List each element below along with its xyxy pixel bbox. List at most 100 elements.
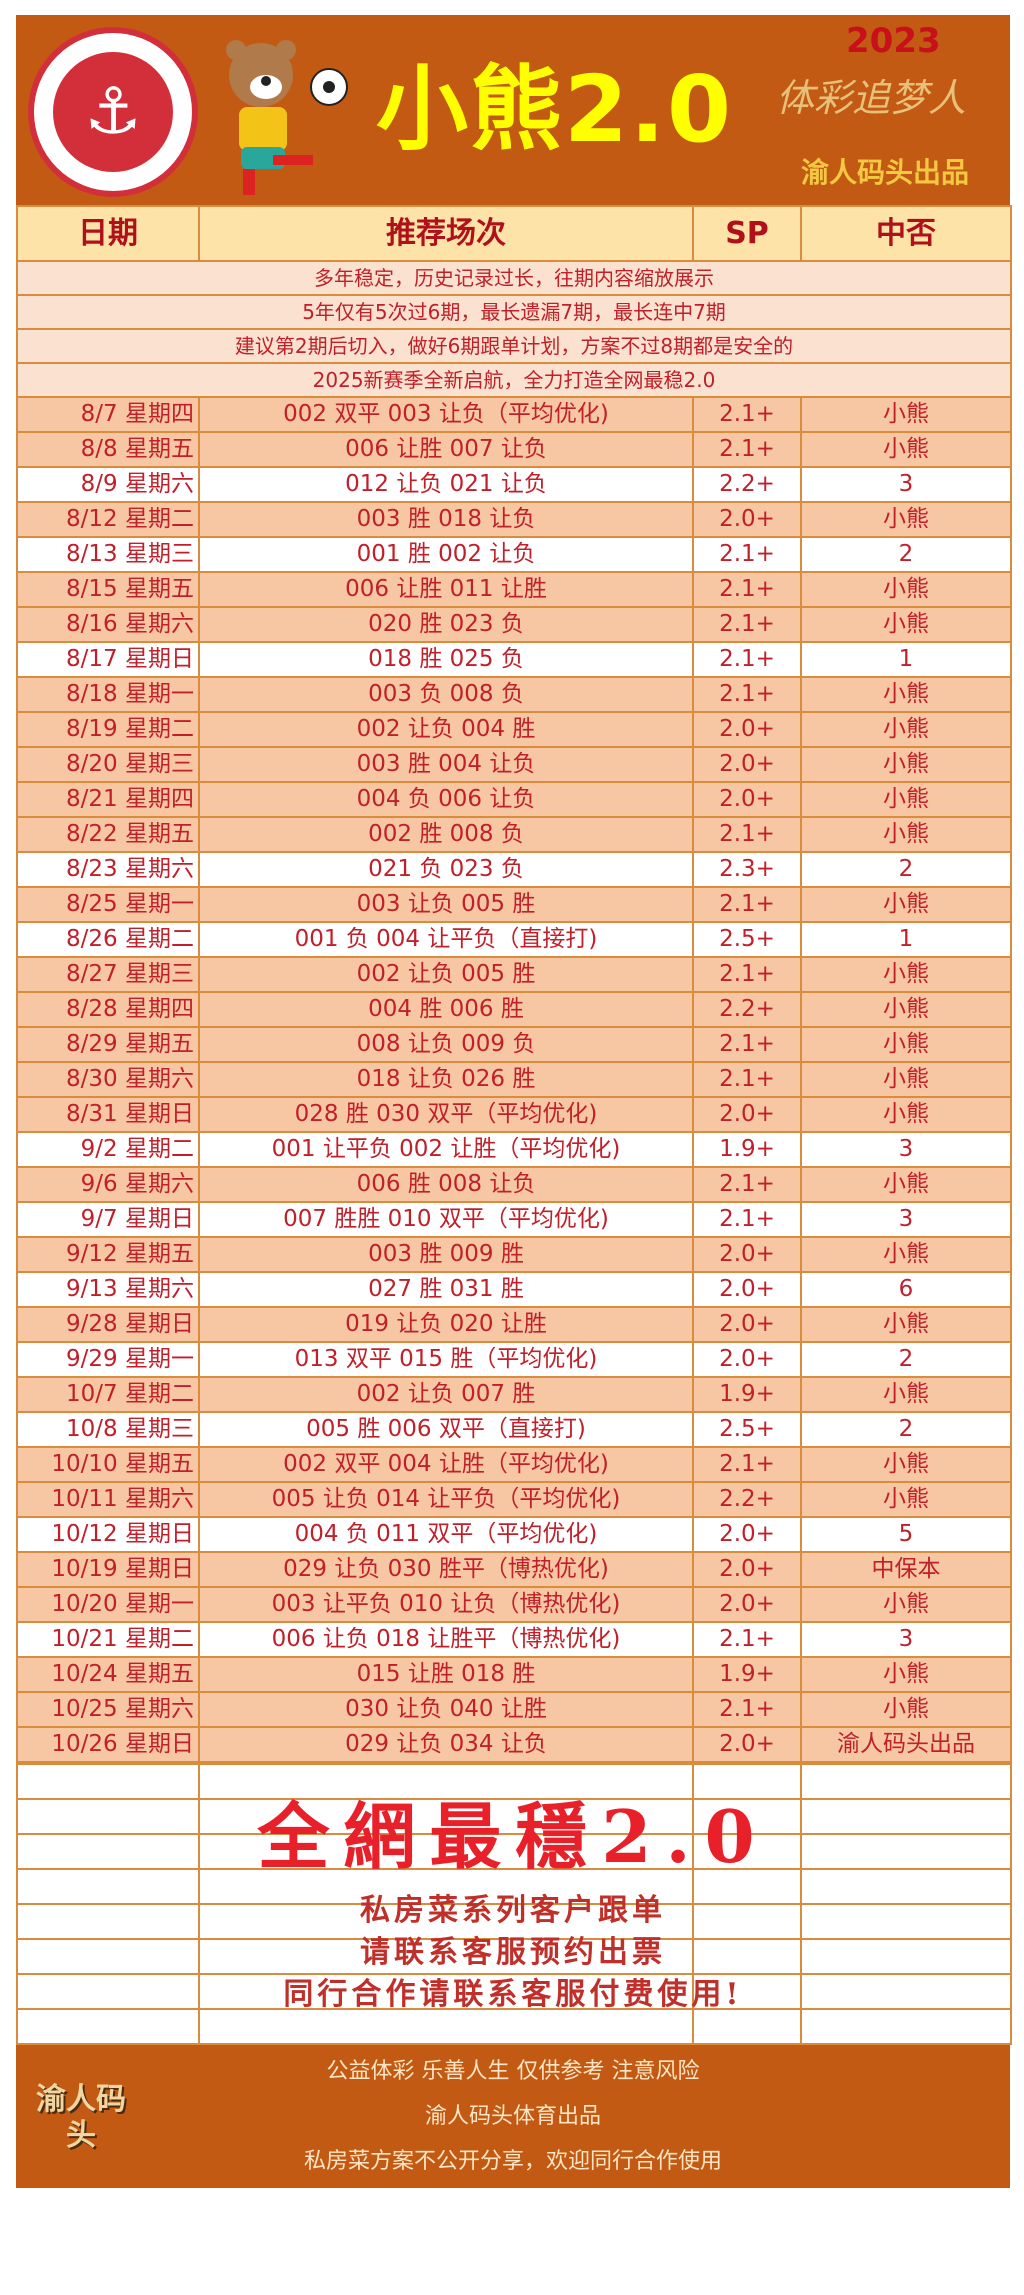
date-cell: 10/11 星期六 <box>16 1481 200 1518</box>
empty-row <box>16 1903 1012 1940</box>
sp-cell: 2.2+ <box>692 466 802 503</box>
page-title: 小熊2.0 <box>376 56 733 163</box>
empty-cell <box>198 1973 694 2010</box>
result-cell: 小熊 <box>800 991 1012 1028</box>
result-cell: 小熊 <box>800 431 1012 468</box>
table-row: 10/20 星期一 003 让平负 010 让负（博热优化) 2.0+ 小熊 <box>16 1586 1012 1623</box>
date-cell: 8/20 星期三 <box>16 746 200 783</box>
date-cell: 8/28 星期四 <box>16 991 200 1028</box>
empty-cell <box>800 1903 1012 1940</box>
sp-cell: 2.1+ <box>692 1691 802 1728</box>
empty-row <box>16 1763 1012 1800</box>
note-text: 多年稳定，历史记录过长，往期内容缩放展示 <box>16 260 1012 296</box>
match-cell: 002 双平 003 让负（平均优化) <box>198 396 694 433</box>
table-row: 8/20 星期三 003 胜 004 让负 2.0+ 小熊 <box>16 746 1012 783</box>
result-cell: 小熊 <box>800 711 1012 748</box>
match-cell: 029 让负 034 让负 <box>198 1726 694 1763</box>
table-row: 10/21 星期二 006 让负 018 让胜平（博热优化) 2.1+ 3 <box>16 1621 1012 1658</box>
match-cell: 002 胜 008 负 <box>198 816 694 853</box>
result-cell: 小熊 <box>800 1446 1012 1483</box>
match-cell: 005 让负 014 让平负（平均优化) <box>198 1481 694 1518</box>
result-cell: 小熊 <box>800 571 1012 608</box>
empty-cell <box>800 1833 1012 1870</box>
result-cell: 5 <box>800 1516 1012 1553</box>
table-row: 8/7 星期四 002 双平 003 让负（平均优化) 2.1+ 小熊 <box>16 396 1012 433</box>
empty-cell <box>692 1973 802 2010</box>
date-cell: 8/15 星期五 <box>16 571 200 608</box>
empty-cell <box>198 1938 694 1975</box>
note-row: 2025新赛季全新启航，全力打造全网最稳2.0 <box>16 362 1012 398</box>
header-band: ⚓ 小熊2.0 2023 体彩追梦人 渝人码头出品 <box>16 15 1010 205</box>
table-row: 8/23 星期六 021 负 023 负 2.3+ 2 <box>16 851 1012 888</box>
table-row: 8/25 星期一 003 让负 005 胜 2.1+ 小熊 <box>16 886 1012 923</box>
match-cell: 002 让负 007 胜 <box>198 1376 694 1413</box>
match-cell: 004 负 006 让负 <box>198 781 694 818</box>
sp-cell: 1.9+ <box>692 1131 802 1168</box>
empty-row <box>16 1798 1012 1835</box>
table-row: 8/19 星期二 002 让负 004 胜 2.0+ 小熊 <box>16 711 1012 748</box>
match-cell: 007 胜胜 010 双平（平均优化) <box>198 1201 694 1238</box>
date-cell: 9/29 星期一 <box>16 1341 200 1378</box>
sp-cell: 2.0+ <box>692 1586 802 1623</box>
match-cell: 008 让负 009 负 <box>198 1026 694 1063</box>
bear-mascot-icon <box>226 40 348 195</box>
result-cell: 3 <box>800 1201 1012 1238</box>
empty-cell <box>800 1973 1012 2010</box>
result-cell: 2 <box>800 536 1012 573</box>
match-cell: 020 胜 023 负 <box>198 606 694 643</box>
result-cell: 小熊 <box>800 1656 1012 1693</box>
match-cell: 001 负 004 让平负（直接打) <box>198 921 694 958</box>
table-row: 9/28 星期日 019 让负 020 让胜 2.0+ 小熊 <box>16 1306 1012 1343</box>
table-row: 10/7 星期二 002 让负 007 胜 1.9+ 小熊 <box>16 1376 1012 1413</box>
table-row: 9/12 星期五 003 胜 009 胜 2.0+ 小熊 <box>16 1236 1012 1273</box>
date-cell: 9/2 星期二 <box>16 1131 200 1168</box>
result-cell: 小熊 <box>800 746 1012 783</box>
sp-cell: 2.0+ <box>692 781 802 818</box>
date-cell: 8/29 星期五 <box>16 1026 200 1063</box>
sp-cell: 2.2+ <box>692 991 802 1028</box>
sp-cell: 2.1+ <box>692 1201 802 1238</box>
result-cell: 小熊 <box>800 1691 1012 1728</box>
table-row: 8/29 星期五 008 让负 009 负 2.1+ 小熊 <box>16 1026 1012 1063</box>
sp-cell: 2.0+ <box>692 1236 802 1273</box>
match-cell: 004 胜 006 胜 <box>198 991 694 1028</box>
result-cell: 2 <box>800 1411 1012 1448</box>
table-row: 8/27 星期三 002 让负 005 胜 2.1+ 小熊 <box>16 956 1012 993</box>
result-cell: 小熊 <box>800 1236 1012 1273</box>
table-row: 10/12 星期日 004 负 011 双平（平均优化) 2.0+ 5 <box>16 1516 1012 1553</box>
result-cell: 3 <box>800 1131 1012 1168</box>
result-cell: 小熊 <box>800 1166 1012 1203</box>
sp-cell: 2.0+ <box>692 1516 802 1553</box>
date-cell: 8/16 星期六 <box>16 606 200 643</box>
sp-cell: 2.1+ <box>692 1026 802 1063</box>
date-cell: 8/21 星期四 <box>16 781 200 818</box>
match-cell: 003 胜 018 让负 <box>198 501 694 538</box>
match-cell: 012 让负 021 让负 <box>198 466 694 503</box>
empty-cell <box>800 1798 1012 1835</box>
result-cell: 小熊 <box>800 606 1012 643</box>
result-cell: 小熊 <box>800 886 1012 923</box>
result-cell: 中保本 <box>800 1551 1012 1588</box>
date-cell: 10/25 星期六 <box>16 1691 200 1728</box>
result-cell: 小熊 <box>800 396 1012 433</box>
result-cell: 小熊 <box>800 1481 1012 1518</box>
result-cell: 小熊 <box>800 1026 1012 1063</box>
sp-cell: 2.1+ <box>692 1061 802 1098</box>
date-cell: 8/22 星期五 <box>16 816 200 853</box>
match-cell: 002 让负 004 胜 <box>198 711 694 748</box>
date-cell: 10/8 星期三 <box>16 1411 200 1448</box>
date-cell: 9/7 星期日 <box>16 1201 200 1238</box>
sp-cell: 2.1+ <box>692 1621 802 1658</box>
poster: ⚓ 小熊2.0 2023 体彩追梦人 渝人码头出品 日期 推荐场次 SP 中否 … <box>16 15 1012 2188</box>
result-cell: 1 <box>800 921 1012 958</box>
match-cell: 002 让负 005 胜 <box>198 956 694 993</box>
match-cell: 003 让负 005 胜 <box>198 886 694 923</box>
sp-cell: 2.0+ <box>692 1551 802 1588</box>
match-cell: 006 让负 018 让胜平（博热优化) <box>198 1621 694 1658</box>
empty-cell <box>800 1938 1012 1975</box>
date-cell: 8/30 星期六 <box>16 1061 200 1098</box>
match-cell: 003 负 008 负 <box>198 676 694 713</box>
sp-cell: 2.1+ <box>692 536 802 573</box>
match-cell: 003 让平负 010 让负（博热优化) <box>198 1586 694 1623</box>
sp-cell: 2.1+ <box>692 816 802 853</box>
